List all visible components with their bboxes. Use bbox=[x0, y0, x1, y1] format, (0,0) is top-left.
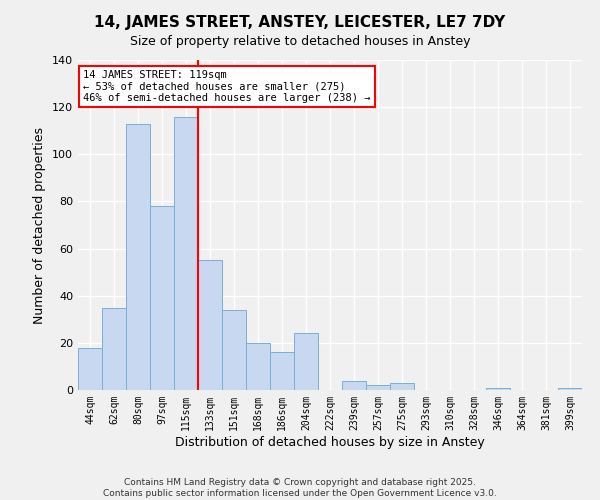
Bar bbox=[390, 383, 414, 390]
Bar bbox=[246, 343, 270, 390]
Y-axis label: Number of detached properties: Number of detached properties bbox=[34, 126, 46, 324]
Text: 14 JAMES STREET: 119sqm
← 53% of detached houses are smaller (275)
46% of semi-d: 14 JAMES STREET: 119sqm ← 53% of detache… bbox=[83, 70, 371, 103]
Text: Size of property relative to detached houses in Anstey: Size of property relative to detached ho… bbox=[130, 35, 470, 48]
Bar bbox=[198, 260, 222, 390]
Bar bbox=[78, 348, 102, 390]
Bar bbox=[486, 388, 510, 390]
Text: Contains HM Land Registry data © Crown copyright and database right 2025.
Contai: Contains HM Land Registry data © Crown c… bbox=[103, 478, 497, 498]
Bar bbox=[366, 386, 390, 390]
Bar bbox=[102, 308, 126, 390]
Bar bbox=[150, 206, 174, 390]
X-axis label: Distribution of detached houses by size in Anstey: Distribution of detached houses by size … bbox=[175, 436, 485, 448]
Bar bbox=[342, 380, 366, 390]
Text: 14, JAMES STREET, ANSTEY, LEICESTER, LE7 7DY: 14, JAMES STREET, ANSTEY, LEICESTER, LE7… bbox=[94, 15, 506, 30]
Bar bbox=[222, 310, 246, 390]
Bar bbox=[270, 352, 294, 390]
Bar bbox=[558, 388, 582, 390]
Bar bbox=[126, 124, 150, 390]
Bar bbox=[174, 116, 198, 390]
Bar bbox=[294, 334, 318, 390]
